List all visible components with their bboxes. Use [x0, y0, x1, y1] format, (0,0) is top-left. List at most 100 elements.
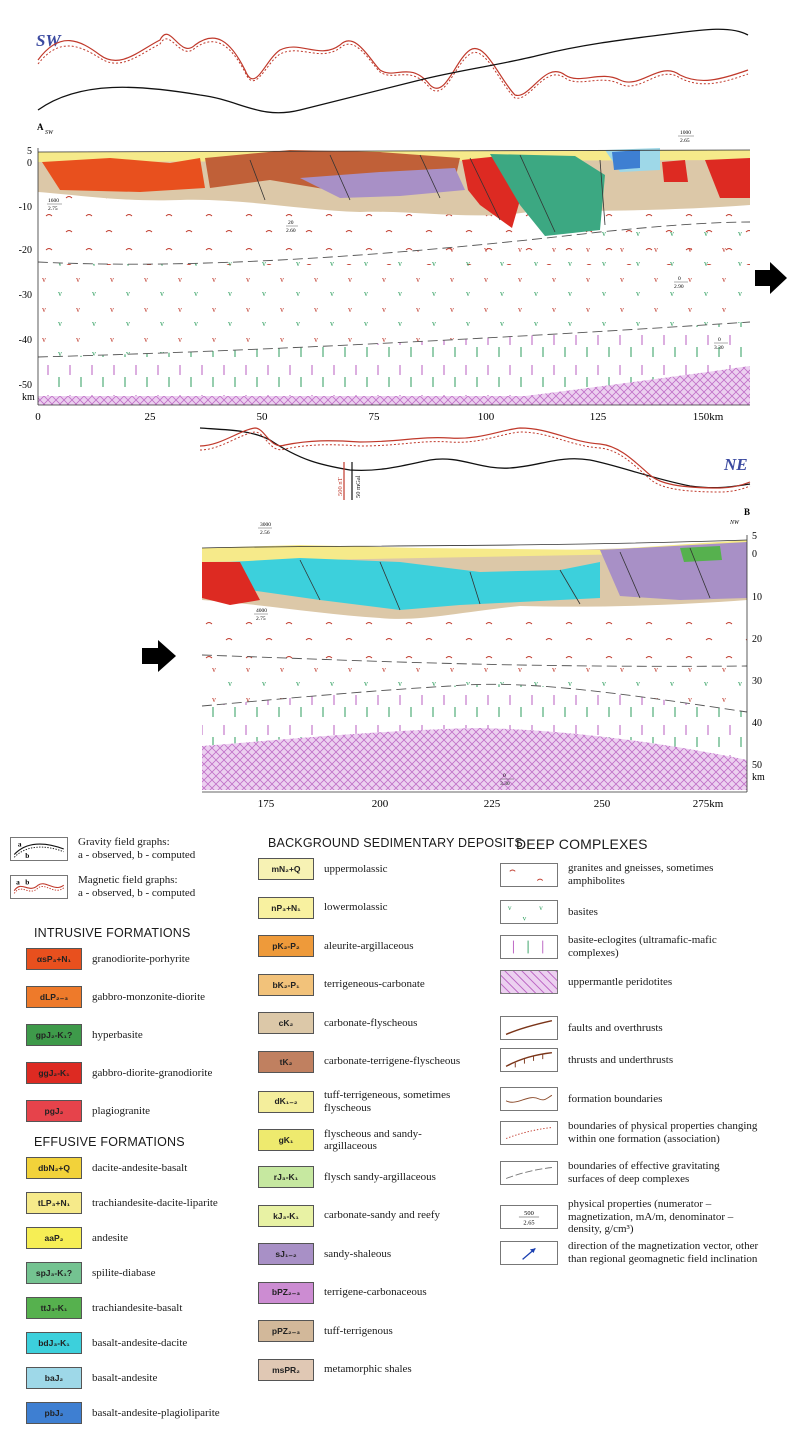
legend-item: tK₂ carbonate-terrigene-flyscheous — [258, 1050, 474, 1073]
svg-text:2.90: 2.90 — [674, 284, 684, 290]
svg-text:1000: 1000 — [680, 130, 691, 136]
effusive-heading: EFFUSIVE FORMATIONS — [34, 1135, 185, 1149]
legend-basites: v v v basites — [500, 900, 598, 924]
physical-property-sample: 3000 2.56 — [258, 522, 272, 536]
legend-swatch: rJ₃-K₁ — [258, 1166, 314, 1188]
magnetic-graph-symbol: a b — [10, 874, 68, 899]
legend-item-label: granodiorite-porhyrite — [92, 952, 190, 965]
magnetic-graph-top-observed — [37, 33, 749, 96]
svg-text:50: 50 — [752, 760, 762, 771]
svg-text:0: 0 — [678, 276, 681, 282]
gravitating-surface-symbol — [500, 1160, 558, 1185]
legend-magnetic: a b Magnetic field graphs: a - observed, … — [10, 874, 195, 899]
svg-text:3.30: 3.30 — [714, 345, 724, 351]
svg-text:v: v — [523, 913, 527, 922]
svg-text:b: b — [25, 851, 29, 860]
svg-text:25: 25 — [145, 411, 157, 423]
svg-text:150km: 150km — [693, 411, 724, 423]
hyperbasite-block-top — [490, 154, 605, 236]
legend-item-label: aleurite-argillaceous — [324, 939, 414, 952]
svg-text:0: 0 — [718, 337, 721, 343]
fault-symbol — [500, 1016, 558, 1040]
legend-swatch: cK₂ — [258, 1012, 314, 1034]
gravity-sub: a - observed, b - computed — [78, 848, 196, 861]
legend-faults: faults and overthrusts — [500, 1016, 663, 1040]
legend-item: ttJ₃-K₁ trachiandesite-basalt — [26, 1297, 182, 1319]
svg-text:40: 40 — [752, 718, 762, 729]
svg-text:1600: 1600 — [48, 198, 59, 204]
gravity-graph-symbol: a b — [10, 836, 68, 861]
legend-swatch: ggJ₂-K₁ — [26, 1062, 82, 1084]
eclogite-symbol — [500, 934, 558, 959]
distance-axis-top: 0 25 50 75 100 125 150km — [35, 404, 750, 423]
formation-boundaries-label: formation boundaries — [568, 1092, 663, 1105]
svg-text:-10: -10 — [19, 202, 32, 213]
continuation-arrow-left — [142, 640, 176, 672]
legend-swatch: sJ₁₋₂ — [258, 1243, 314, 1265]
svg-text:2.60: 2.60 — [286, 228, 296, 234]
legend-swatch: nP₃+N₁ — [258, 896, 314, 919]
physical-property-sample: 0 3.30 — [500, 773, 514, 787]
sw-direction-label: SW — [36, 31, 62, 50]
svg-text:275km: 275km — [693, 798, 724, 810]
legend-swatch: dLP₂₋₃ — [26, 986, 82, 1008]
faults-label: faults and overthrusts — [568, 1021, 663, 1034]
legend-swatch: gK₁ — [258, 1129, 314, 1151]
physical-properties-symbol: 500 2.65 — [500, 1204, 558, 1229]
legend-item-label: gabbro-diorite-granodiorite — [92, 1066, 213, 1079]
svg-text:5: 5 — [752, 531, 757, 542]
granodiorite-block-top — [42, 158, 205, 192]
eclogite-layer-bottom — [202, 684, 747, 760]
legend-item-label: terrigeneous-carbonate — [324, 978, 425, 991]
svg-text:5: 5 — [27, 146, 32, 157]
property-boundary-symbol — [500, 1120, 558, 1145]
svg-text:0: 0 — [27, 158, 32, 169]
svg-text:b: b — [25, 877, 29, 886]
svg-text:a: a — [18, 839, 22, 848]
legend-item: dbN₂+Q dacite-andesite-basalt — [26, 1157, 187, 1179]
physical-property-sample: 1600 2.75 — [47, 198, 62, 212]
legend-item-label: hyperbasite — [92, 1028, 143, 1041]
molassic-bottom — [202, 540, 747, 562]
thrusts-label: thrusts and underthrusts — [568, 1053, 674, 1066]
legend-item-label: spilite-diabase — [92, 1266, 156, 1279]
legend-item: pgJ₂ plagiogranite — [26, 1100, 150, 1122]
svg-text:2.65: 2.65 — [523, 1219, 534, 1226]
legend-swatch: msPR₂ — [258, 1358, 314, 1381]
legend-gravity: a b Gravity field graphs: a - observed, b… — [10, 836, 195, 861]
peridotite-base-top — [38, 396, 750, 405]
sandy-shaleous-block-top — [300, 168, 465, 198]
legend-item: msPR₂ metamorphic shales — [258, 1358, 474, 1381]
svg-text:50: 50 — [257, 411, 269, 423]
svg-text:-40: -40 — [19, 335, 32, 346]
legend-item: dK₁₋₂ tuff-terrigeneous, sometimes flysch… — [258, 1089, 474, 1114]
depth-axis-bottom: 5 0 10 20 30 40 50 km — [746, 531, 765, 792]
legend-item: gpJ₂-K₁? hyperbasite — [26, 1024, 143, 1046]
physical-property-sample: 0 3.30 — [714, 337, 728, 351]
svg-text:200: 200 — [372, 798, 389, 810]
eclogite-layer-top — [38, 322, 750, 404]
gravity-title: Gravity field graphs: — [78, 836, 170, 848]
continuation-arrow-right — [755, 262, 787, 294]
svg-text:-30: -30 — [19, 290, 32, 301]
svg-text:v: v — [508, 903, 512, 912]
legend-item: ggJ₂-K₁ gabbro-diorite-granodiorite — [26, 1062, 212, 1084]
svg-text:225: 225 — [484, 798, 501, 810]
svg-text:2.56: 2.56 — [260, 530, 270, 536]
legend-swatch: mN₂+Q — [258, 858, 314, 880]
legend-item: bK₂-P₁ terrigeneous-carbonate — [258, 973, 474, 996]
legend-swatch: aaP₂ — [26, 1227, 82, 1249]
peridotite-layer-top — [460, 366, 750, 404]
legend-swatch: pgJ₂ — [26, 1100, 82, 1122]
legend-swatch: dK₁₋₂ — [258, 1090, 314, 1113]
profile-label-a-sub: SW — [45, 130, 54, 136]
svg-text:km: km — [752, 772, 765, 783]
svg-text:v: v — [539, 903, 543, 912]
gravitating-surfaces-label: boundaries of effective gravitating surf… — [568, 1160, 720, 1185]
magnetic-graph-top-computed — [37, 38, 749, 99]
svg-text:250: 250 — [594, 798, 611, 810]
svg-text:-50: -50 — [19, 380, 32, 391]
legend-item-label: trachiandesite-dacite-liparite — [92, 1196, 218, 1209]
legend-item-label: carbonate-flyscheous — [324, 1016, 418, 1029]
